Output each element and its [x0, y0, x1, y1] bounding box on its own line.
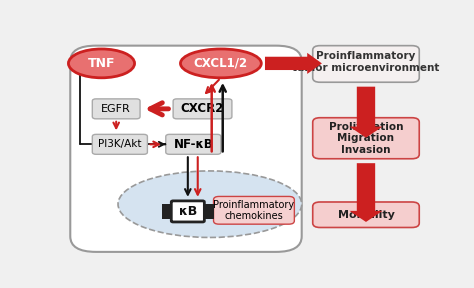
FancyBboxPatch shape	[166, 134, 221, 154]
Ellipse shape	[181, 49, 261, 78]
FancyArrow shape	[349, 163, 383, 222]
Text: TNF: TNF	[88, 57, 115, 70]
Text: Mortality: Mortality	[337, 210, 394, 220]
Text: Proliferation
Migration
Invasion: Proliferation Migration Invasion	[329, 122, 403, 155]
FancyArrow shape	[265, 53, 322, 74]
FancyBboxPatch shape	[92, 99, 140, 119]
FancyArrow shape	[349, 87, 383, 138]
FancyBboxPatch shape	[313, 118, 419, 159]
FancyBboxPatch shape	[171, 201, 204, 222]
FancyBboxPatch shape	[313, 202, 419, 228]
Text: κB: κB	[179, 205, 197, 218]
Ellipse shape	[118, 171, 301, 238]
FancyBboxPatch shape	[92, 134, 147, 154]
Ellipse shape	[68, 49, 135, 78]
Text: EGFR: EGFR	[101, 104, 131, 114]
FancyBboxPatch shape	[213, 196, 294, 224]
FancyBboxPatch shape	[70, 46, 301, 252]
Text: CXCR2: CXCR2	[181, 102, 224, 115]
Text: PI3K/Akt: PI3K/Akt	[98, 139, 142, 149]
FancyBboxPatch shape	[313, 46, 419, 82]
Text: NF-κB: NF-κB	[173, 138, 213, 151]
Bar	[162, 204, 171, 219]
Text: Proinflammatory
tumor microenvironment: Proinflammatory tumor microenvironment	[292, 51, 440, 73]
Text: CXCL1/2: CXCL1/2	[194, 57, 248, 70]
Text: Proinflammatory
chemokines: Proinflammatory chemokines	[213, 200, 294, 221]
FancyBboxPatch shape	[173, 99, 232, 119]
Bar	[204, 204, 213, 219]
